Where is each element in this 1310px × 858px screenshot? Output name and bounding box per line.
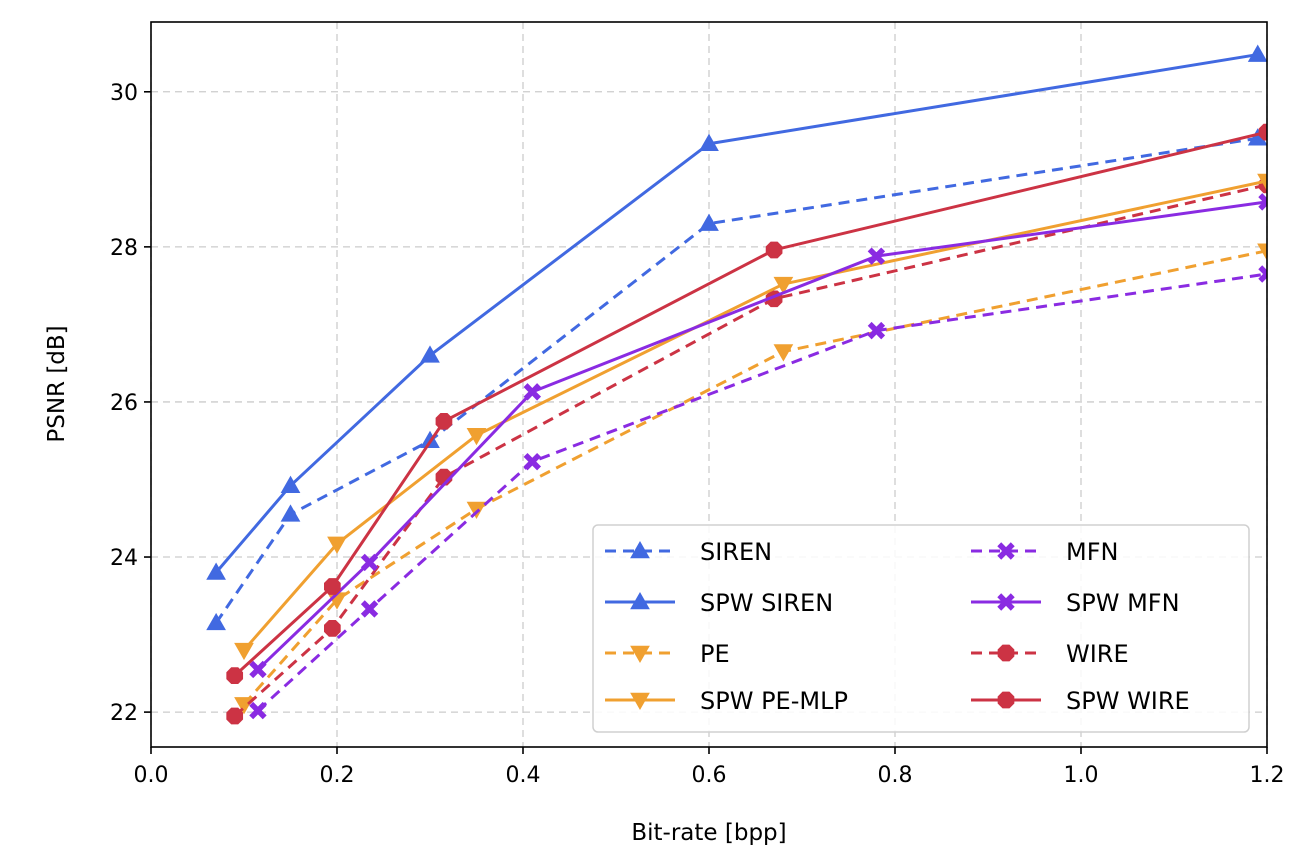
data-point-wire — [226, 707, 244, 725]
legend-marker-spw-pe-mlp — [630, 692, 650, 711]
data-point-spw-mfn — [360, 553, 379, 572]
data-point-spw-mfn — [867, 247, 886, 265]
legend-marker-siren — [630, 540, 650, 559]
data-point-spw-pe-mlp — [773, 276, 794, 295]
legend-label-spw-siren: SPW SIREN — [700, 589, 833, 617]
legend-label-mfn: MFN — [1066, 538, 1118, 566]
data-point-siren — [699, 213, 719, 231]
y-tick-label: 22 — [110, 701, 138, 726]
grid — [150, 22, 1268, 747]
series-spw-pe-mlp — [234, 173, 1267, 661]
y-axis-label: PSNR [dB] — [44, 325, 70, 442]
series-spw-mfn — [249, 193, 1267, 679]
legend-entry-spw-mfn: SPW MFN — [971, 589, 1180, 617]
data-point-siren — [206, 612, 226, 631]
y-tick-label: 28 — [110, 236, 138, 261]
legend-label-spw-wire: SPW WIRE — [1066, 687, 1190, 715]
data-point-spw-pe-mlp — [1257, 173, 1267, 191]
series-layer — [206, 44, 1267, 725]
data-point-spw-wire — [435, 412, 453, 430]
data-point-spw-wire — [226, 667, 244, 685]
y-tick-label: 30 — [110, 81, 138, 106]
legend-marker-spw-mfn — [997, 593, 1015, 611]
x-axis-label: Bit-rate [bpp] — [631, 820, 786, 846]
data-point-spw-wire — [1258, 123, 1267, 141]
x-tick-label: 0.6 — [692, 763, 727, 788]
data-point-spw-mfn — [523, 383, 542, 401]
data-point-spw-mfn — [249, 660, 267, 679]
data-point-siren — [280, 504, 301, 522]
data-point-spw-siren — [206, 562, 226, 580]
x-tick-label: 1.0 — [1064, 763, 1099, 788]
legend-label-spw-mfn: SPW MFN — [1066, 589, 1180, 617]
data-point-spw-siren — [280, 475, 301, 493]
data-point-pe — [1257, 243, 1267, 261]
legend-marker-wire — [997, 644, 1015, 662]
x-tick-label: 1.2 — [1250, 763, 1285, 788]
y-tick-label: 26 — [110, 391, 138, 416]
x-tick-label: 0.0 — [134, 763, 169, 788]
data-point-spw-wire — [765, 241, 783, 259]
axis-ticks: 0.0 0.2 0.4 0.6 0.8 1.0 1.2 22 24 26 28 30 — [110, 81, 1285, 788]
data-point-wire — [324, 620, 341, 637]
legend-entry-wire: WIRE — [971, 640, 1129, 668]
x-tick-label: 0.2 — [320, 763, 355, 788]
legend: SIREN SPW SIREN PE SPW PE-MLP MFN SPW MFN WIRE… — [592, 524, 1250, 733]
data-point-pe — [773, 344, 794, 362]
data-point-spw-siren — [420, 345, 440, 363]
data-point-mfn — [867, 321, 886, 340]
x-tick-label: 0.4 — [506, 763, 541, 788]
data-point-pe — [234, 697, 254, 715]
data-point-mfn — [249, 701, 267, 720]
x-tick-label: 0.8 — [878, 763, 913, 788]
series-spw-wire — [226, 123, 1267, 685]
data-point-spw-pe-mlp — [466, 428, 487, 446]
data-point-spw-siren — [1247, 44, 1267, 62]
data-point-spw-mfn — [1258, 193, 1267, 211]
legend-label-siren: SIREN — [700, 538, 772, 566]
legend-box — [592, 524, 1250, 733]
y-tick-label: 24 — [110, 546, 138, 571]
legend-entry-mfn: MFN — [971, 538, 1118, 566]
data-point-mfn — [360, 600, 379, 618]
data-point-spw-pe-mlp — [234, 642, 254, 661]
legend-entry-spw-wire: SPW WIRE — [971, 687, 1190, 715]
legend-label-spw-pe-mlp: SPW PE-MLP — [700, 687, 848, 715]
legend-entry-spw-siren: SPW SIREN — [605, 589, 833, 617]
legend-marker-mfn — [997, 542, 1015, 560]
data-point-spw-pe-mlp — [327, 536, 347, 554]
legend-entry-siren: SIREN — [605, 538, 772, 566]
legend-marker-spw-siren — [630, 591, 650, 610]
data-point-spw-siren — [699, 133, 719, 151]
data-point-mfn — [523, 452, 542, 471]
series-mfn — [249, 265, 1267, 720]
legend-marker-pe — [630, 645, 650, 664]
series-spw-siren — [206, 44, 1267, 580]
data-point-spw-wire — [324, 578, 341, 595]
legend-entry-spw-pe-mlp: SPW PE-MLP — [605, 687, 848, 715]
legend-label-wire: WIRE — [1066, 640, 1129, 668]
legend-label-pe: PE — [700, 640, 730, 668]
legend-marker-spw-wire — [997, 691, 1015, 709]
data-point-mfn — [1258, 265, 1267, 283]
data-point-pe — [466, 501, 487, 519]
legend-entry-pe: PE — [605, 640, 730, 668]
